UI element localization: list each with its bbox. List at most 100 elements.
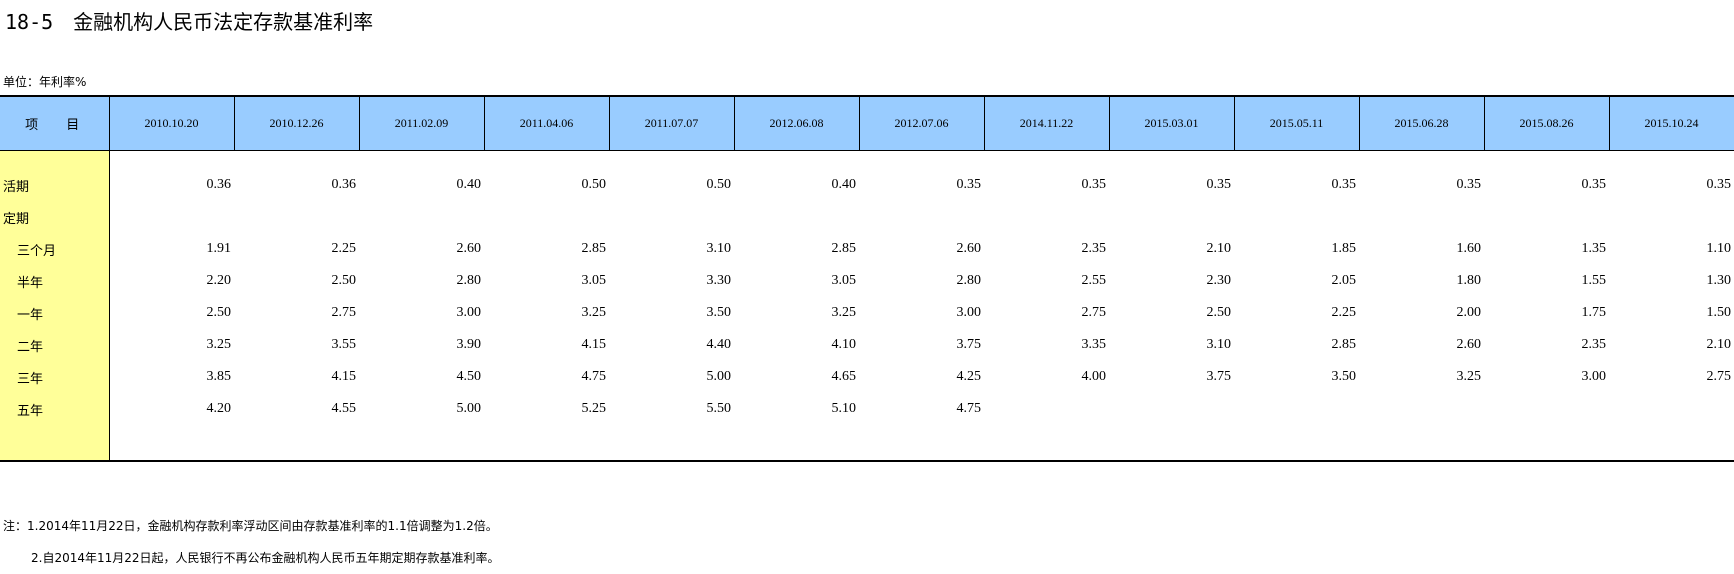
rate-cell: 3.30	[706, 273, 732, 288]
rate-cell: 3.00	[956, 305, 982, 320]
unit-label: 单位：年利率%	[3, 75, 87, 89]
rate-cell	[1359, 393, 1484, 425]
rate-cell: 3.00	[456, 305, 482, 320]
rate-cell	[1609, 393, 1734, 425]
row-label: 三年	[0, 361, 110, 393]
rate-cell: 0.50	[581, 177, 607, 192]
rate-cell: 4.15	[331, 369, 357, 384]
rate-cell: 2.50	[1206, 305, 1232, 320]
rate-cell: 2.50	[331, 273, 357, 288]
rate-cell	[984, 201, 1109, 233]
spacer-cell	[109, 151, 1734, 170]
rate-cell: 3.50	[1331, 369, 1357, 384]
rate-cell: 5.00	[456, 401, 482, 416]
table-number: 18-5	[5, 10, 54, 34]
rate-cell: 4.00	[1081, 369, 1107, 384]
rate-cell	[1359, 201, 1484, 233]
row-label: 五年	[0, 393, 110, 425]
rate-cell: 3.25	[1456, 369, 1482, 384]
row-label: 三个月	[0, 233, 110, 265]
rate-cell: 4.25	[956, 369, 982, 384]
rate-cell: 2.75	[1706, 369, 1732, 384]
rate-cell: 2.05	[1331, 273, 1357, 288]
rate-cell: 0.35	[1456, 177, 1482, 192]
rate-cell: 4.65	[831, 369, 857, 384]
rate-cell: 0.35	[1706, 177, 1732, 192]
rate-cell: 2.80	[956, 273, 982, 288]
rate-cell: 3.75	[1206, 369, 1232, 384]
rate-cell: 1.10	[1706, 241, 1732, 256]
rate-cell: 5.25	[581, 401, 607, 416]
table-row: 三个月 1.91 2.25 2.60 2.85 3.10 2.85 2.60 2.35 2.10 1…	[0, 233, 1734, 265]
rate-cell: 3.25	[206, 337, 232, 352]
header-date: 2015.05.11	[1234, 95, 1360, 151]
rate-cell: 4.75	[581, 369, 607, 384]
header-date: 2012.06.08	[734, 95, 860, 151]
rate-cell: 2.60	[456, 241, 482, 256]
rate-cell	[109, 201, 234, 233]
header-date: 2012.07.06	[859, 95, 985, 151]
rate-cell: 3.85	[206, 369, 232, 384]
header-date: 2011.07.07	[609, 95, 735, 151]
rate-cell: 3.35	[1081, 337, 1107, 352]
header-date: 2015.10.24	[1609, 95, 1734, 151]
rate-cell	[1484, 201, 1609, 233]
rate-cell: 2.75	[331, 305, 357, 320]
rate-cell	[1484, 393, 1609, 425]
table-row: 定期	[0, 201, 1734, 233]
rate-cell: 2.85	[581, 241, 607, 256]
rate-cell	[1609, 201, 1734, 233]
header-date: 2011.04.06	[484, 95, 610, 151]
rate-cell: 1.60	[1456, 241, 1482, 256]
rate-cell	[1109, 393, 1234, 425]
row-label: 一年	[0, 297, 110, 329]
rate-cell: 3.05	[831, 273, 857, 288]
rate-cell: 1.80	[1456, 273, 1482, 288]
rate-cell: 2.35	[1081, 241, 1107, 256]
rate-cell: 2.25	[1331, 305, 1357, 320]
rate-cell: 1.85	[1331, 241, 1357, 256]
rate-cell: 0.35	[1081, 177, 1107, 192]
rate-cell	[609, 201, 734, 233]
header-date: 2015.06.28	[1359, 95, 1485, 151]
rate-cell: 2.35	[1581, 337, 1607, 352]
rate-cell: 5.50	[706, 401, 732, 416]
rate-cell: 2.50	[206, 305, 232, 320]
table-row: 活期 0.36 0.36 0.40 0.50 0.50 0.40 0.35 0.35 0.35 0.…	[0, 169, 1734, 201]
rate-cell: 3.25	[581, 305, 607, 320]
rate-cell: 2.25	[331, 241, 357, 256]
rate-cell	[1234, 393, 1359, 425]
rate-cell: 0.35	[1331, 177, 1357, 192]
rate-cell	[984, 393, 1109, 425]
row-label: 半年	[0, 265, 110, 297]
rate-cell: 3.05	[581, 273, 607, 288]
label-cell	[0, 150, 110, 169]
rate-cell	[734, 201, 859, 233]
table-row: 一年 2.50 2.75 3.00 3.25 3.50 3.25 3.00 2.75 2.50 2.…	[0, 297, 1734, 329]
rate-cell: 3.50	[706, 305, 732, 320]
table-row: 五年 4.20 4.55 5.00 5.25 5.50 5.10 4.75	[0, 393, 1734, 425]
rate-cell: 2.10	[1206, 241, 1232, 256]
rate-cell: 1.75	[1581, 305, 1607, 320]
rate-cell	[859, 201, 984, 233]
rate-cell: 1.55	[1581, 273, 1607, 288]
rate-cell	[359, 201, 484, 233]
rate-cell: 1.30	[1706, 273, 1732, 288]
rate-cell: 3.00	[1581, 369, 1607, 384]
table-title: 金融机构人民币法定存款基准利率	[73, 10, 374, 34]
rate-cell: 5.00	[706, 369, 732, 384]
header-date: 2010.12.26	[234, 95, 360, 151]
table-row: 三年 3.85 4.15 4.50 4.75 5.00 4.65 4.25 4.00 3.75 3.…	[0, 361, 1734, 393]
rate-cell	[1234, 201, 1359, 233]
rate-cell: 0.36	[206, 177, 232, 192]
rate-cell: 0.40	[831, 177, 857, 192]
rate-cell: 1.35	[1581, 241, 1607, 256]
rate-cell	[1109, 201, 1234, 233]
row-label: 二年	[0, 329, 110, 361]
rate-cell: 2.60	[956, 241, 982, 256]
rate-cell: 2.85	[831, 241, 857, 256]
rate-cell: 5.10	[831, 401, 857, 416]
rate-cell: 3.10	[706, 241, 732, 256]
rate-cell: 3.55	[331, 337, 357, 352]
rate-cell: 3.90	[456, 337, 482, 352]
